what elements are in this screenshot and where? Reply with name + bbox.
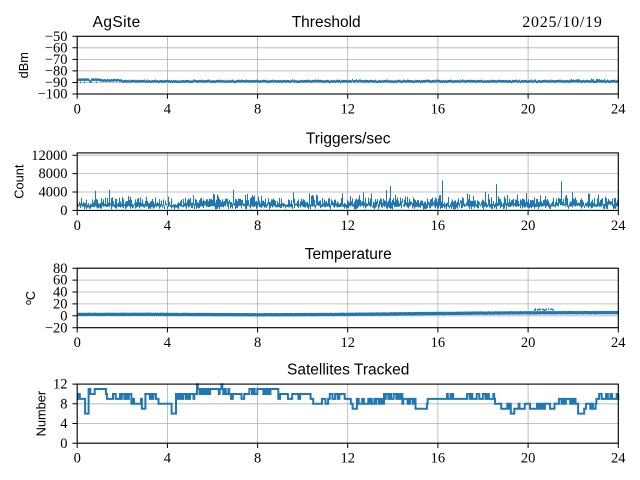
- svg-text:−60: −60: [45, 40, 68, 56]
- svg-text:0: 0: [74, 218, 81, 234]
- svg-text:20: 20: [521, 335, 536, 351]
- svg-text:20: 20: [521, 451, 536, 467]
- svg-text:12: 12: [53, 377, 68, 393]
- svg-text:0: 0: [74, 335, 81, 351]
- svg-text:−90: −90: [45, 75, 68, 91]
- svg-text:−80: −80: [45, 64, 68, 80]
- svg-text:4: 4: [164, 451, 172, 467]
- svg-text:4: 4: [164, 335, 172, 351]
- svg-text:4000: 4000: [39, 185, 68, 201]
- svg-text:0: 0: [74, 102, 81, 118]
- svg-text:dBm: dBm: [16, 52, 31, 78]
- svg-text:12: 12: [340, 335, 355, 351]
- svg-text:−70: −70: [45, 52, 68, 68]
- svg-text:24: 24: [611, 451, 626, 467]
- svg-text:2025/10/19: 2025/10/19: [522, 14, 602, 31]
- svg-text:0: 0: [60, 436, 67, 452]
- svg-text:20: 20: [53, 297, 68, 313]
- svg-text:4: 4: [60, 416, 68, 432]
- svg-text:80: 80: [53, 261, 68, 277]
- svg-text:8: 8: [254, 102, 261, 118]
- svg-text:12000: 12000: [31, 148, 67, 164]
- svg-text:−50: −50: [45, 29, 68, 45]
- svg-text:8: 8: [254, 218, 261, 234]
- svg-text:Triggers/sec: Triggers/sec: [306, 131, 391, 148]
- svg-text:−20: −20: [45, 320, 68, 336]
- svg-text:24: 24: [611, 102, 626, 118]
- svg-text:4: 4: [164, 218, 172, 234]
- svg-text:16: 16: [431, 451, 446, 467]
- svg-text:8: 8: [254, 451, 261, 467]
- svg-text:0: 0: [60, 203, 67, 219]
- svg-text:16: 16: [431, 218, 446, 234]
- svg-text:0: 0: [74, 451, 81, 467]
- svg-text:16: 16: [431, 335, 446, 351]
- svg-text:Temperature: Temperature: [305, 246, 392, 263]
- svg-text:0: 0: [60, 308, 67, 324]
- svg-text:8: 8: [60, 396, 67, 412]
- svg-text:8: 8: [254, 335, 261, 351]
- svg-text:24: 24: [611, 335, 626, 351]
- svg-text:ºC: ºC: [23, 291, 38, 305]
- svg-text:−100: −100: [38, 87, 68, 103]
- svg-text:16: 16: [431, 102, 446, 118]
- svg-text:24: 24: [611, 218, 626, 234]
- svg-text:4: 4: [164, 102, 172, 118]
- svg-text:20: 20: [521, 218, 536, 234]
- svg-text:Number: Number: [34, 390, 49, 436]
- svg-text:Threshold: Threshold: [292, 14, 361, 31]
- svg-text:Count: Count: [12, 164, 27, 199]
- svg-text:12: 12: [340, 451, 355, 467]
- svg-text:12: 12: [340, 102, 355, 118]
- svg-text:40: 40: [53, 285, 68, 301]
- svg-text:8000: 8000: [39, 166, 68, 182]
- svg-text:20: 20: [521, 102, 536, 118]
- svg-text:12: 12: [340, 218, 355, 234]
- svg-text:60: 60: [53, 273, 68, 289]
- svg-text:AgSite: AgSite: [93, 14, 141, 31]
- svg-text:Satellites Tracked: Satellites Tracked: [287, 362, 409, 379]
